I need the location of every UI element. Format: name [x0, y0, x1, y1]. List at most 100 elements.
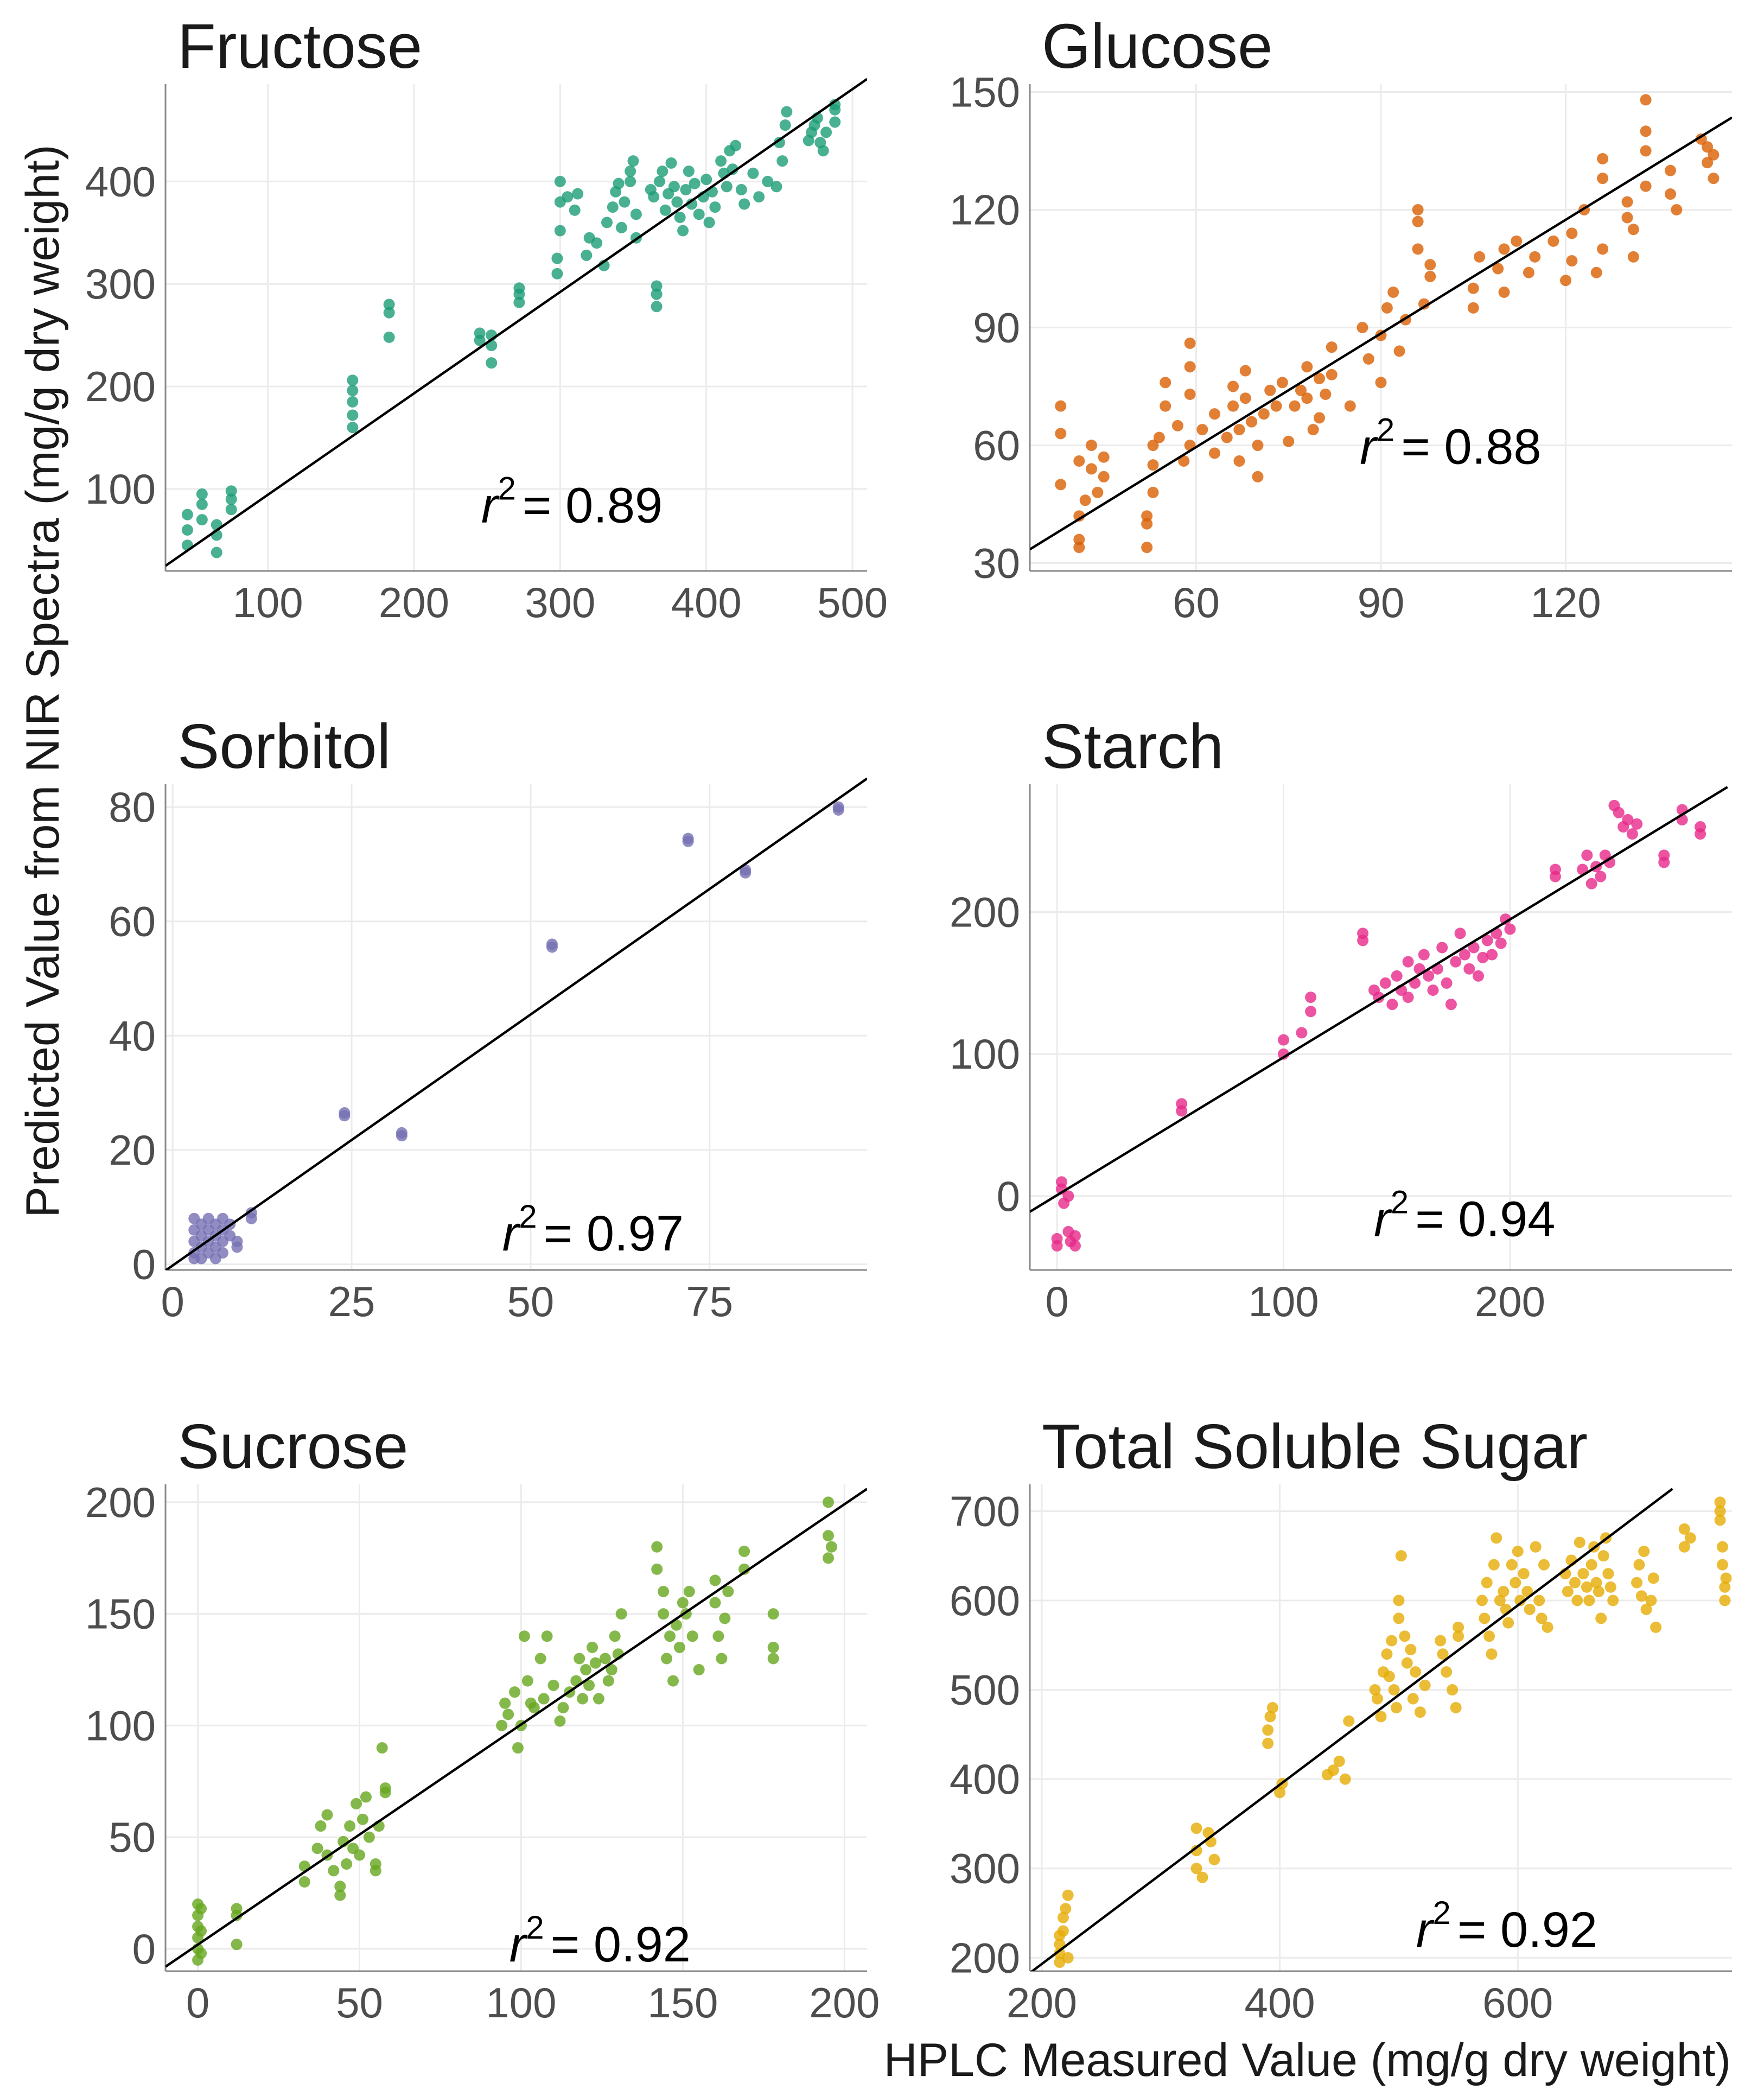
glucose-point [1529, 251, 1541, 263]
total-soluble-sugar-point [1274, 1787, 1286, 1799]
starch-point [1500, 913, 1512, 925]
sucrose-point [538, 1693, 550, 1705]
total-soluble-sugar-point [1437, 1648, 1449, 1660]
sucrose-y-tick-label: 100 [85, 1701, 156, 1749]
total-soluble-sugar-point [1262, 1737, 1274, 1749]
fructose-point [613, 177, 625, 189]
glucose-point [1412, 215, 1424, 227]
total-soluble-sugar-point [1062, 1889, 1074, 1901]
fructose-point [181, 524, 193, 536]
starch-point [1585, 878, 1597, 890]
fructose-point [693, 208, 705, 220]
total-soluble-sugar-point [1714, 1496, 1726, 1508]
total-soluble-sugar-r2-annotation: r2 = 0.92 [1416, 1895, 1597, 1958]
fructose-point [551, 252, 563, 264]
sucrose-point [363, 1831, 375, 1843]
total-soluble-sugar-point [1054, 1957, 1066, 1968]
total-soluble-sugar-point [1441, 1666, 1453, 1678]
fructose-x-tick-label: 500 [817, 579, 888, 626]
total-soluble-sugar-point [1407, 1693, 1419, 1705]
glucose-point [1320, 388, 1332, 400]
glucose-point [1209, 447, 1221, 459]
glucose-point [1664, 188, 1676, 200]
total-soluble-sugar-y-tick-label: 600 [950, 1577, 1020, 1624]
fructose-point [709, 201, 721, 213]
sucrose-point [670, 1619, 682, 1631]
starch-point [1305, 992, 1317, 1003]
sucrose-point [658, 1608, 670, 1620]
glucose-point [1640, 180, 1652, 192]
total-soluble-sugar-point [1453, 1621, 1464, 1633]
starch-point [1613, 806, 1625, 818]
fructose-x-tick-label: 100 [232, 579, 303, 626]
total-soluble-sugar-point [1506, 1559, 1518, 1571]
sucrose-x-tick-label: 150 [647, 1979, 718, 2027]
starch-point [1423, 970, 1435, 982]
sucrose-point [738, 1563, 750, 1575]
total-soluble-sugar-point [1719, 1595, 1731, 1606]
glucose-point [1178, 455, 1190, 467]
total-soluble-sugar-point [1393, 1595, 1405, 1606]
glucose-y-tick-label: 150 [950, 68, 1020, 116]
glucose-panel: 60 90 120 30 60 90 120 150 Glucose r2 = 0.88 [950, 11, 1732, 626]
starch-point [1062, 1190, 1074, 1202]
fructose-point [383, 331, 395, 343]
sucrose-point [231, 1939, 243, 1951]
glucose-point [1313, 373, 1325, 385]
sucrose-point [583, 1679, 595, 1691]
fructose-point [196, 488, 208, 500]
sucrose-point [370, 1858, 381, 1870]
sucrose-point [599, 1653, 611, 1665]
fructose-y-tick-label: 300 [85, 260, 156, 308]
sucrose-point [354, 1849, 366, 1861]
fructose-point [770, 181, 782, 193]
glucose-point [1381, 302, 1393, 314]
glucose-point [1671, 204, 1683, 215]
total-soluble-sugar-point [1447, 1684, 1459, 1696]
fructose-point [653, 175, 665, 187]
glucose-point [1246, 416, 1258, 428]
glucose-point [1640, 94, 1652, 106]
glucose-point [1357, 322, 1368, 333]
sucrose-fit-line [165, 1488, 867, 1968]
glucose-y-tick-label: 30 [973, 539, 1020, 587]
total-soluble-sugar-point [1597, 1550, 1609, 1562]
total-soluble-sugar-point [1395, 1550, 1407, 1562]
sucrose-point [767, 1641, 779, 1653]
glucose-point [1141, 542, 1153, 554]
sucrose-point [528, 1701, 540, 1713]
total-soluble-sugar-point [1650, 1621, 1662, 1633]
glucose-point [1344, 400, 1356, 412]
sucrose-y-tick-label: 200 [85, 1478, 156, 1526]
glucose-point [1474, 251, 1486, 263]
starch-point [1391, 970, 1403, 982]
fructose-point [347, 409, 359, 421]
starch-point [1379, 977, 1391, 989]
total-soluble-sugar-point [1208, 1853, 1220, 1865]
glucose-point [1141, 510, 1153, 522]
glucose-point [1590, 266, 1602, 278]
total-soluble-sugar-point [1581, 1581, 1593, 1593]
glucose-point [1621, 212, 1633, 224]
glucose-point [1498, 286, 1510, 298]
glucose-point [1566, 227, 1578, 239]
total-soluble-sugar-point [1571, 1595, 1583, 1606]
glucose-point [1086, 463, 1098, 475]
sucrose-point [360, 1791, 372, 1803]
starch-x-tick-label: 0 [1045, 1278, 1068, 1325]
glucose-point [1147, 486, 1159, 498]
total-soluble-sugar-point [1486, 1648, 1498, 1660]
glucose-point [1326, 369, 1338, 380]
fructose-point [829, 116, 841, 128]
glucose-r2-annotation: r2 = 0.88 [1360, 412, 1541, 475]
sucrose-title: Sucrose [177, 1411, 409, 1482]
fructose-point [572, 188, 584, 200]
starch-point [1495, 937, 1507, 949]
total-soluble-sugar-point [1684, 1532, 1696, 1544]
glucose-point [1184, 361, 1196, 373]
glucose-point [1326, 341, 1338, 353]
fructose-point [554, 175, 566, 187]
total-soluble-sugar-point [1585, 1559, 1597, 1571]
glucose-point [1141, 518, 1153, 530]
sucrose-point [709, 1597, 721, 1609]
